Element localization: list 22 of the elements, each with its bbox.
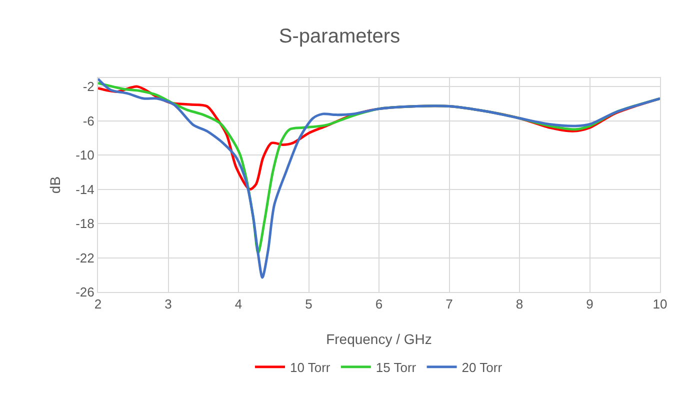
x-tick-label: 8 bbox=[516, 296, 524, 312]
legend-label: 20 Torr bbox=[462, 360, 503, 375]
chart-title: S-parameters bbox=[278, 25, 400, 48]
x-tick-label: 9 bbox=[586, 296, 594, 312]
y-tick-label: -6 bbox=[82, 113, 94, 128]
legend-label: 15 Torr bbox=[376, 360, 417, 375]
legend-label: 10 Torr bbox=[290, 360, 331, 375]
y-tick-label: -2 bbox=[82, 79, 94, 94]
y-tick-label: -22 bbox=[76, 250, 94, 266]
x-tick-label: 2 bbox=[94, 296, 102, 312]
x-axis-title: Frequency / GHz bbox=[326, 331, 432, 347]
x-tick-label: 3 bbox=[164, 296, 172, 312]
y-axis-title: dB bbox=[47, 176, 63, 194]
x-tick-label: 7 bbox=[446, 296, 453, 312]
x-tick-label: 6 bbox=[375, 296, 383, 312]
y-tick-label: -26 bbox=[76, 284, 94, 300]
x-tick-label: 4 bbox=[234, 296, 242, 312]
y-tick-label: -14 bbox=[76, 182, 94, 197]
x-tick-label: 10 bbox=[652, 296, 668, 312]
x-tick-label: 5 bbox=[305, 296, 312, 312]
y-tick-label: -10 bbox=[76, 148, 94, 163]
y-tick-label: -18 bbox=[76, 216, 94, 232]
